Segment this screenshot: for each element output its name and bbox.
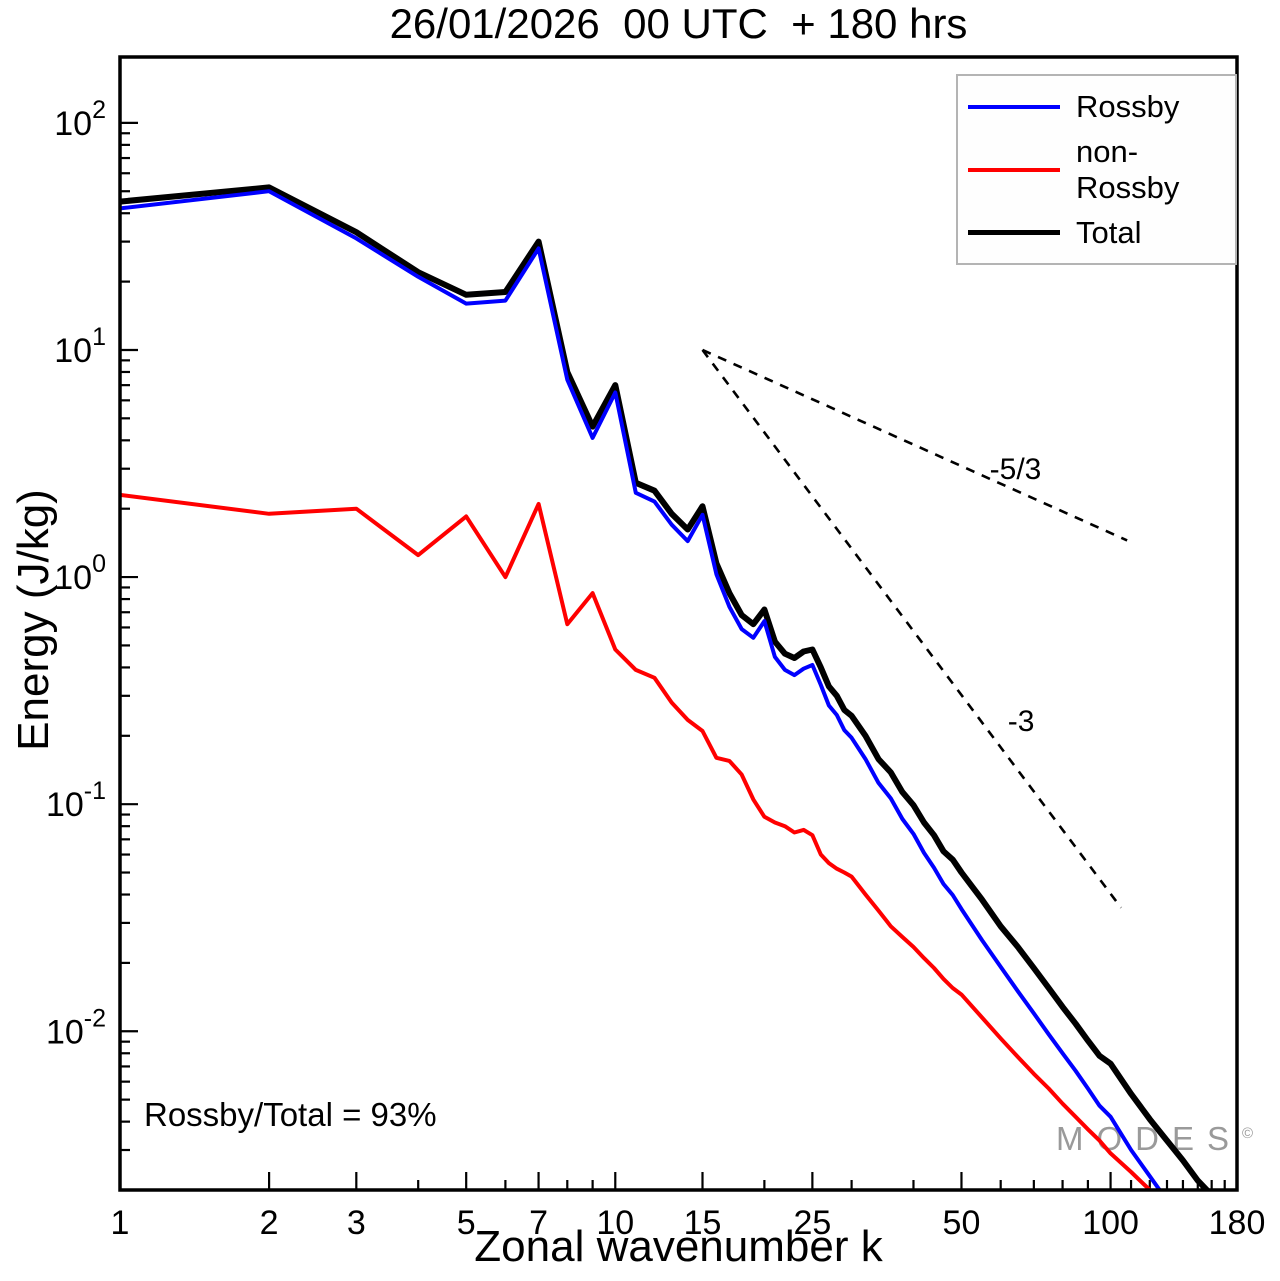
slope-label: -3: [1008, 705, 1035, 738]
x-axis-label: Zonal wavenumber k: [474, 1222, 883, 1271]
legend-label-rossby: Rossby: [1076, 88, 1180, 124]
slope-label: -5/3: [990, 453, 1042, 486]
total-line: [119, 184, 1212, 1191]
copyright-icon: ©: [1242, 1125, 1254, 1142]
x-tick-label: 180: [1209, 1204, 1266, 1242]
y-tick-label: 100: [54, 550, 106, 597]
plot-frame: [118, 55, 1239, 1192]
non-rossby-line-swatch: [968, 167, 1060, 172]
x-tick-label: 5: [457, 1204, 476, 1242]
rossby-line: [119, 189, 1163, 1191]
rossby-total-ratio-text: Rossby/Total = 93%: [144, 1096, 437, 1133]
y-tick-label: 10-2: [46, 1004, 106, 1051]
legend-item-rossby: Rossby: [958, 89, 1235, 125]
axis-ticks: [118, 121, 1239, 1190]
x-tick-label: 7: [529, 1204, 548, 1242]
total-line-swatch: [968, 230, 1060, 235]
x-tick-label: 2: [260, 1204, 279, 1242]
legend-label-total: Total: [1076, 214, 1142, 250]
legend-item-total: Total: [958, 215, 1235, 251]
y-tick-label: 101: [54, 323, 106, 370]
legend-item-non-rossby: non-Rossby: [958, 134, 1235, 206]
y-axis-label: Energy (J/kg): [9, 489, 58, 751]
x-tick-label: 1: [111, 1204, 130, 1242]
reference-slope-lines: [701, 348, 1128, 909]
y-tick-label: 10-1: [46, 777, 106, 824]
plot-title: 26/01/2026 00 UTC + 180 hrs: [389, 0, 968, 47]
x-tick-label: 50: [943, 1204, 981, 1242]
x-tick-label: 100: [1082, 1204, 1139, 1242]
y-tick-label: 102: [54, 96, 106, 143]
x-tick-label: 25: [793, 1204, 831, 1242]
tick-labels: 1 2 3 5 7 10 15 25 50 100 180 102 101 100 10-1 10-2: [46, 96, 1265, 1242]
rossby-line-swatch: [968, 104, 1060, 109]
x-tick-label: 3: [347, 1204, 366, 1242]
x-tick-label: 10: [596, 1204, 634, 1242]
series-lines: [119, 184, 1212, 1191]
legend-label-non-rossby: non-Rossby: [1076, 133, 1180, 205]
x-tick-label: 15: [684, 1204, 722, 1242]
non-rossby-line: [119, 492, 1154, 1191]
legend: Rossby non-Rossby Total: [956, 74, 1237, 265]
